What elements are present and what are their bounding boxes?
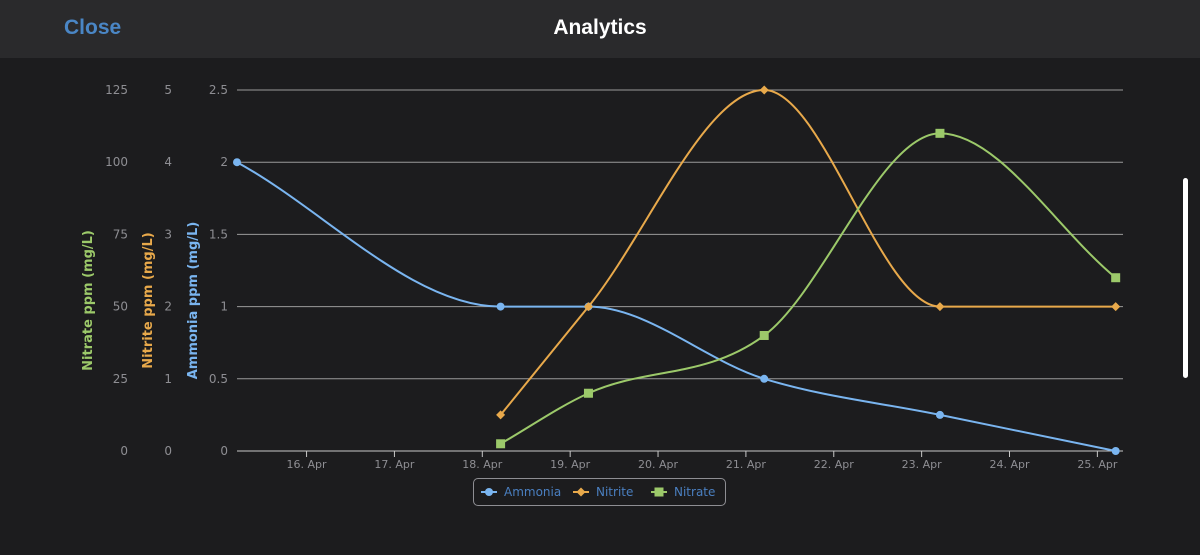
y-tick-label: 2	[164, 300, 172, 314]
y-tick-label: 0	[120, 444, 128, 458]
x-tick-label: 23. Apr	[902, 458, 942, 471]
nitrite-point	[759, 85, 769, 95]
scroll-indicator[interactable]	[1183, 178, 1188, 378]
legend-nitrate-marker	[654, 487, 664, 497]
y-tick-label: 25	[113, 372, 128, 386]
x-tick-label: 16. Apr	[287, 458, 327, 471]
y-tick-label: 2.5	[209, 83, 228, 97]
y-tick-label: 1	[220, 300, 228, 314]
close-button[interactable]: Close	[64, 16, 122, 39]
y-tick-label: 0	[164, 444, 172, 458]
ammonia-series-line	[236, 161, 1116, 452]
ammonia-point	[496, 302, 505, 311]
y-tick-label: 1.5	[209, 227, 228, 241]
x-tick-label: 25. Apr	[1077, 458, 1117, 471]
y-axis-title: Nitrite ppm (mg/L)	[141, 232, 156, 368]
ammonia-point	[233, 158, 241, 167]
y-tick-label: 125	[105, 83, 128, 97]
x-tick-label: 20. Apr	[638, 458, 678, 471]
nitrite-point	[496, 410, 506, 420]
x-tick-label: 18. Apr	[462, 458, 502, 471]
y-tick-label: 4	[164, 155, 172, 169]
nitrite-series-line	[499, 88, 1116, 416]
y-tick-label: 50	[113, 300, 128, 314]
y-axis-title: Nitrate ppm (mg/L)	[81, 230, 96, 371]
x-tick-label: 17. Apr	[374, 458, 414, 471]
nitrate-point	[759, 330, 769, 340]
ammonia-point	[935, 410, 944, 419]
x-tick-label: 22. Apr	[814, 458, 854, 471]
nitrate-point	[1111, 273, 1121, 283]
x-tick-label: 21. Apr	[726, 458, 766, 471]
nitrate-point	[935, 128, 945, 138]
y-tick-label: 5	[164, 83, 172, 97]
y-axis-title: Ammonia ppm (mg/L)	[186, 222, 201, 380]
y-tick-label: 0	[220, 444, 228, 458]
nitrite-point	[583, 302, 593, 312]
legend-ammonia-marker	[485, 488, 493, 496]
x-tick-label: 24. Apr	[989, 458, 1029, 471]
legend-frame	[473, 478, 726, 506]
ammonia-point	[760, 374, 769, 383]
legend-ammonia-label: Ammonia	[504, 485, 561, 499]
y-tick-label: 0.5	[209, 372, 228, 386]
x-tick-label: 19. Apr	[550, 458, 590, 471]
nitrite-point	[1111, 302, 1121, 312]
y-tick-label: 3	[164, 227, 172, 241]
nitrate-point	[496, 439, 506, 449]
ammonia-point	[1111, 447, 1120, 455]
legend-nitrate-label: Nitrate	[674, 485, 715, 499]
analytics-chart: 0 0 0 25 1 0.5 50 2 1 75 3 1.5 100 4 2 125 5 2.5 16. Apr 17…	[81, 83, 1123, 499]
y-tick-label: 100	[105, 155, 128, 169]
y-tick-label: 1	[164, 372, 172, 386]
top-bar: Close Analytics	[0, 0, 1200, 58]
nitrite-point	[935, 302, 945, 312]
legend-nitrite-marker	[576, 487, 586, 497]
legend-nitrite-label: Nitrite	[596, 485, 633, 499]
y-tick-label: 2	[220, 155, 228, 169]
page-title: Analytics	[553, 16, 647, 39]
y-tick-label: 75	[113, 227, 128, 241]
nitrate-point	[583, 388, 593, 398]
nitrate-series-line	[500, 132, 1117, 445]
